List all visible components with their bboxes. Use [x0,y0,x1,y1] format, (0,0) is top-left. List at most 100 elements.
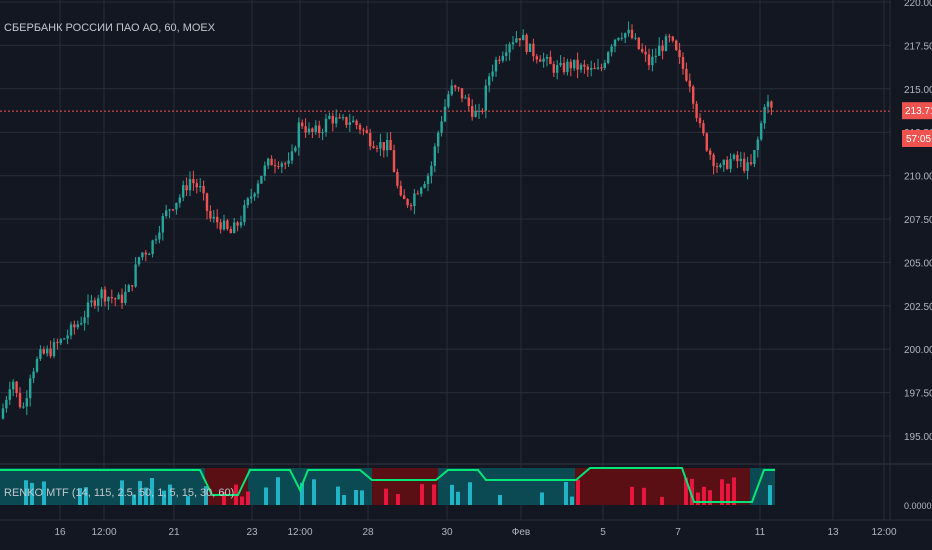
candle-body [760,123,763,140]
indicator-bar [660,496,664,505]
candle-body [114,298,117,300]
candle-body [236,222,239,226]
candle-body [443,106,447,122]
candle-body [712,154,715,167]
candle-body [273,165,277,167]
candle-body [494,59,498,72]
candle-body [290,151,294,161]
indicator-bar [336,486,340,505]
candle-body [573,59,576,69]
indicator-bar [468,482,472,505]
candle-body [430,165,433,176]
candle-body [583,64,586,67]
candle-body [151,240,154,254]
x-tick-label: 30 [441,527,453,538]
price-axis[interactable]: 220.00217.50215.00212.50210.00207.50205.… [904,0,932,443]
indicator-bar [630,486,634,505]
renko-indicator [0,467,775,505]
candle-body [739,158,742,162]
candle-body [753,150,756,165]
indicator-bar [204,486,208,505]
candle-body [212,216,215,219]
candle-body [518,38,521,41]
candle-body [474,110,477,117]
candle-body [49,348,52,357]
indicator-bar [720,479,724,505]
candle-body [399,185,402,196]
indicator-bar [450,484,454,505]
candle-body [83,317,86,324]
candle-body [756,139,759,151]
candle-body [454,85,457,88]
candle-body [488,76,491,86]
indicator-bar [222,492,226,505]
candle-body [124,291,127,303]
indicator-bar [144,487,148,505]
candle-body [216,216,219,223]
indicator-bar [642,487,646,505]
candle-body [137,257,141,265]
indicator-bar [768,485,772,505]
candle-body [709,150,712,155]
candle-body [661,45,664,51]
candle-body [314,125,317,132]
candle-body [379,142,382,149]
candle-body [386,139,389,151]
candle-body [185,185,188,191]
candle-body [229,228,232,234]
candle-body [25,398,28,407]
candle-body [178,197,181,203]
y-tick-label: 217.50 [904,41,932,52]
candle-body [97,298,100,306]
candle-body [335,117,338,124]
candle-body [566,61,569,73]
candle-body [263,165,266,176]
indicator-title: RENKO MTF (14, 115, 2.5, 50, 1, 5, 15, 3… [4,487,235,499]
candle-body [107,297,110,302]
candle-body [369,133,372,147]
candle-body [688,80,691,87]
candle-body [698,118,702,124]
indicator-bar [570,496,574,505]
candle-body [80,323,83,325]
candle-body [76,324,79,328]
candle-body [287,160,290,164]
time-axis[interactable]: 16 12:00 21 23 12:00 28 30 Фев 5 7 11 13 12:00 [54,527,897,538]
symbol-title: СБЕРБАНК РОССИИ ПАО АО, 60, MOEX [4,22,216,34]
indicator-bar [138,481,142,505]
indicator-bar [690,478,694,505]
grid [0,0,890,520]
candle-body [318,125,321,134]
candle-body [743,158,746,171]
candle-body [355,120,358,126]
candle-body [18,392,22,408]
candle-body [596,67,600,69]
candle-body [607,52,610,63]
candle-body [392,150,396,172]
candle-body [365,130,368,134]
candle-body [634,37,637,39]
candle-body [161,216,164,233]
candle-body [477,110,481,112]
candle-body [600,67,603,69]
candle-body [440,121,443,133]
indicator-bar [354,489,358,505]
candle-body [576,59,579,70]
candle-body [508,44,511,53]
candle-body [610,46,613,53]
candle-body [726,159,729,169]
candle-body [681,57,685,69]
candle-body [603,62,606,68]
candle-body [413,193,416,207]
candle-body [375,147,379,149]
candle-body [457,87,460,89]
candle-body [22,406,25,408]
candle-body [63,338,66,340]
indicator-band [248,468,372,505]
candle-body [205,193,209,211]
candle-body [406,199,409,206]
candle-body [766,101,770,107]
candle-body [260,175,263,184]
candle-body [15,381,18,393]
